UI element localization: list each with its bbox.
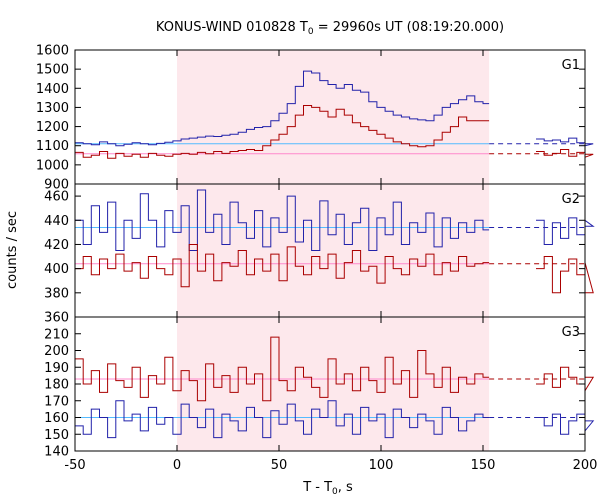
x-tick-label: 50 [271,458,288,473]
panel-g2: 360 380 400 420 440 460 G2 [44,183,595,326]
y-tick-label: 180 [44,378,69,393]
series-blue-segment-1 [75,189,490,251]
y-tick-label: 200 [44,344,69,359]
y-tick-label: 420 [44,238,69,253]
y-tick-label: 440 [44,214,69,229]
y-tick-label: 900 [44,178,69,193]
y-tick-label: 1600 [36,44,69,59]
y-tick-label: 460 [44,190,69,205]
panel-label: G3 [562,325,580,340]
panel-label: G1 [562,58,580,73]
panel-frame [74,316,586,452]
highlight-interval [177,184,490,317]
y-tick-label: 1200 [36,120,69,135]
y-tick-label: 1100 [36,139,69,154]
series-red-segment-1 [75,336,490,402]
x-tick-label: 150 [471,458,496,473]
panel-g1: 900 1000 1100 1200 1300 1400 1500 1600 G1 [36,44,594,193]
x-tick-label: 200 [573,458,598,473]
y-tick-label: 160 [44,411,69,426]
y-tick-label: 1400 [36,82,69,97]
y-tick-label: 150 [44,428,69,443]
x-axis-label: T - T0, s [302,480,353,497]
chart-title: KONUS-WIND 010828 T0 = 29960s UT (08:19:… [156,20,504,37]
y-tick-label: 170 [44,394,69,409]
panels-group: 9001000110012001300140015001600G13603804… [36,44,598,474]
series-red-segment-1 [75,105,490,159]
x-tick-label: 0 [173,458,181,473]
y-tick-label: 380 [44,286,69,301]
x-tick-label: -50 [64,458,85,473]
y-tick-label: 1500 [36,63,69,78]
y-tick-label: 190 [44,361,69,376]
x-tick-label: 100 [369,458,394,473]
y-tick-label: 1000 [36,158,69,173]
y-tick-label: 400 [44,262,69,277]
y-tick-label: 210 [44,327,69,342]
y-tick-label: 140 [44,445,69,460]
series-blue-segment-1 [75,70,490,147]
highlight-interval [177,317,490,451]
y-tick-label: 1300 [36,101,69,116]
series-blue-segment-1 [75,400,490,439]
series-red-segment-1 [75,244,490,288]
y-tick-label: 360 [44,311,69,326]
y-axis-label: counts / sec [5,211,20,289]
panel-label: G2 [562,192,580,207]
